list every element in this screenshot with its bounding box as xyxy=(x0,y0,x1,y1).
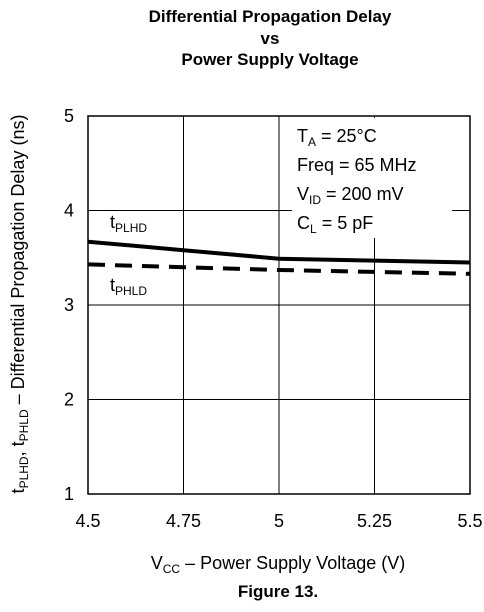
x-tick-label: 5 xyxy=(274,511,284,531)
y-tick-label: 3 xyxy=(64,295,74,315)
condition-freq: Freq = 65 MHz xyxy=(297,155,417,175)
chart-title-line-3: Power Supply Voltage xyxy=(181,50,358,69)
y-tick-label: 2 xyxy=(64,390,74,410)
y-tick-label: 4 xyxy=(64,201,74,221)
condition-cl: CL = 5 pF xyxy=(297,213,373,236)
condition-vid: VID = 200 mV xyxy=(297,184,404,207)
series-line-plhd xyxy=(87,239,471,265)
x-tick-label: 4.75 xyxy=(166,511,201,531)
x-tick-label: 5.25 xyxy=(357,511,392,531)
x-axis-label: VCC – Power Supply Voltage (V) xyxy=(151,553,405,576)
conditions-background xyxy=(292,118,452,238)
x-tick-label: 4.5 xyxy=(75,511,100,531)
y-tick-label: 1 xyxy=(64,484,74,504)
figure-caption: Figure 13. xyxy=(238,582,318,601)
series-label-tplhd: tPLHD xyxy=(110,212,147,235)
x-tick-label: 5.5 xyxy=(457,511,482,531)
y-axis-label: tPLHD, tPHLD – Differential Propagation … xyxy=(8,115,31,494)
x-tick-labels: 4.5 4.75 5 5.25 5.5 xyxy=(75,511,482,531)
test-conditions: TA = 25°C Freq = 65 MHz VID = 200 mV CL … xyxy=(297,126,417,236)
series-label-tphld: tPHLD xyxy=(110,275,147,298)
plot-frame xyxy=(87,115,471,495)
condition-ta: TA = 25°C xyxy=(297,126,377,149)
series-line-phld xyxy=(87,262,471,276)
y-tick-labels: 1 2 3 4 5 xyxy=(64,106,74,504)
series-group xyxy=(87,239,471,276)
chart-title-line-1: Differential Propagation Delay xyxy=(149,7,392,26)
chart-title-line-2: vs xyxy=(261,29,280,48)
y-tick-label: 5 xyxy=(64,106,74,126)
chart-title: Differential Propagation Delay vs Power … xyxy=(149,7,392,69)
